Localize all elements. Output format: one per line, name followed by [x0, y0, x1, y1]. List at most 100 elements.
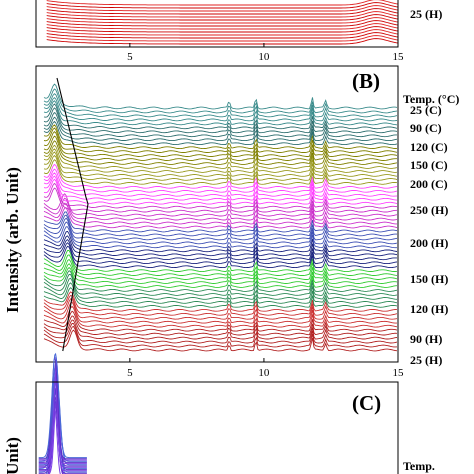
panel-b-trace — [43, 291, 397, 312]
legend-entry: 150 (C) — [410, 158, 448, 172]
panel-b-trace — [43, 168, 397, 193]
panel-c: (C) Unit) Temp. — [3, 352, 435, 474]
panel-b-trace — [43, 140, 397, 165]
panel-b-trace — [43, 258, 397, 280]
panel-b-tick-label: 5 — [127, 367, 133, 379]
legend-entry: 25 (H) — [410, 353, 442, 367]
panel-b-trace — [43, 242, 397, 265]
panel-b-trace — [43, 163, 397, 189]
panel-b-trace — [43, 83, 397, 110]
panel-b-trace — [43, 107, 397, 134]
legend-entry: 200 (H) — [410, 236, 448, 250]
panel-b-frame — [35, 65, 399, 363]
panel-c-label: (C) — [352, 391, 381, 415]
panel-b-trace — [43, 103, 397, 130]
panel-c-trace — [38, 359, 87, 461]
panel-b-trace — [43, 282, 397, 304]
panel-b-trace — [43, 238, 397, 261]
panel-a-trace — [46, 38, 399, 45]
panel-c-trace — [38, 365, 87, 463]
legend-entry: 90 (C) — [410, 121, 442, 135]
panel-b-trace — [43, 294, 397, 316]
panel-a-trace — [46, 26, 399, 33]
panel-b-trace — [43, 235, 397, 257]
panel-a-trace — [46, 20, 399, 27]
legend-entry: 120 (C) — [410, 140, 448, 154]
legend-entry: 120 (H) — [410, 302, 448, 316]
panel-b-trace — [43, 120, 397, 146]
panel-b-trace — [43, 214, 397, 237]
panel-b-trace — [43, 315, 397, 336]
panel-b-trace — [43, 193, 397, 217]
panel-b-trace — [43, 100, 397, 126]
panel-b-trace — [43, 287, 397, 308]
panel-a-trace — [46, 23, 399, 30]
panel-a-trace — [46, 17, 399, 24]
panel-b-trace — [43, 159, 397, 185]
panel-b-trace — [43, 226, 397, 249]
panel-a-trace — [46, 8, 399, 15]
panel-a-trace — [46, 0, 399, 6]
panel-b-trace — [43, 273, 397, 296]
panel-b-trace — [43, 298, 397, 320]
panel-c-trace — [38, 395, 87, 474]
panel-b-trace — [43, 151, 397, 177]
legend-entry: 150 (H) — [410, 272, 448, 286]
panel-b-trace — [43, 266, 397, 288]
panel-b-trace — [43, 270, 397, 292]
panel-b-trace — [43, 178, 397, 205]
panel-b-trace — [43, 148, 397, 173]
panel-c-traces — [38, 352, 87, 474]
panel-b-trace — [43, 329, 397, 352]
legend-entry: 250 (H) — [410, 203, 448, 217]
panel-a-tick-label: 5 — [127, 51, 133, 63]
panel-c-y-label: Unit) — [3, 437, 22, 474]
panel-b-trace — [43, 182, 397, 209]
panel-b-trace — [43, 187, 397, 213]
panel-c-trace — [38, 369, 87, 465]
panel-c-trace — [38, 356, 87, 460]
legend-entry: 25 (C) — [410, 103, 442, 117]
panel-b-trace — [43, 322, 397, 344]
panel-b-trace — [43, 230, 397, 253]
panel-a-x-ticks: 5 10 15 — [127, 43, 404, 63]
panel-c-legend-header: Temp. — [403, 459, 435, 473]
panel-b-trace — [43, 319, 397, 340]
panel-b-trace — [43, 207, 397, 229]
legend-entry: 90 (H) — [410, 332, 442, 346]
panel-a-tick-label: 10 — [258, 51, 270, 63]
panel-b-trace — [43, 310, 397, 332]
panel-b-trace — [43, 277, 397, 300]
panel-c-trace — [38, 375, 87, 467]
panel-b-tick-label: 15 — [393, 367, 405, 379]
panel-b-trace — [43, 154, 397, 181]
panel-b-label: (B) — [352, 69, 380, 93]
panel-b-trace — [43, 175, 397, 201]
panel-b-trace — [43, 93, 397, 118]
panel-b-trace — [43, 325, 397, 348]
panel-a-trace — [46, 32, 399, 39]
panel-a-traces — [46, 0, 399, 45]
panel-a-trace — [46, 14, 399, 21]
panel-b-trace — [43, 197, 397, 221]
panel-a-trace — [46, 35, 399, 42]
panel-b-legend: 25 (C) 90 (C) 120 (C) 150 (C) 200 (C) 250 (H)… — [410, 103, 448, 367]
panel-b-trace — [43, 301, 397, 324]
panel-b-trace — [43, 211, 397, 233]
panel-a-trace — [46, 29, 399, 36]
panel-b-trace — [43, 254, 397, 276]
panel-a-frame — [35, 0, 399, 48]
panel-b-trace — [43, 172, 397, 197]
panel-c-frame — [35, 381, 399, 474]
y-axis-label: Intensity (arb. Unit) — [3, 167, 22, 313]
panel-b-trace — [43, 112, 397, 138]
panel-a-tick-label: 15 — [393, 51, 405, 63]
panel-c-trace — [38, 387, 87, 472]
panel-b-tick-label: 10 — [258, 367, 270, 379]
panel-b-trace — [43, 127, 397, 153]
panel-b-trace — [43, 221, 397, 245]
panel-a-trace — [46, 5, 399, 12]
panel-b-trace — [43, 131, 397, 157]
panel-c-trace — [38, 352, 87, 459]
